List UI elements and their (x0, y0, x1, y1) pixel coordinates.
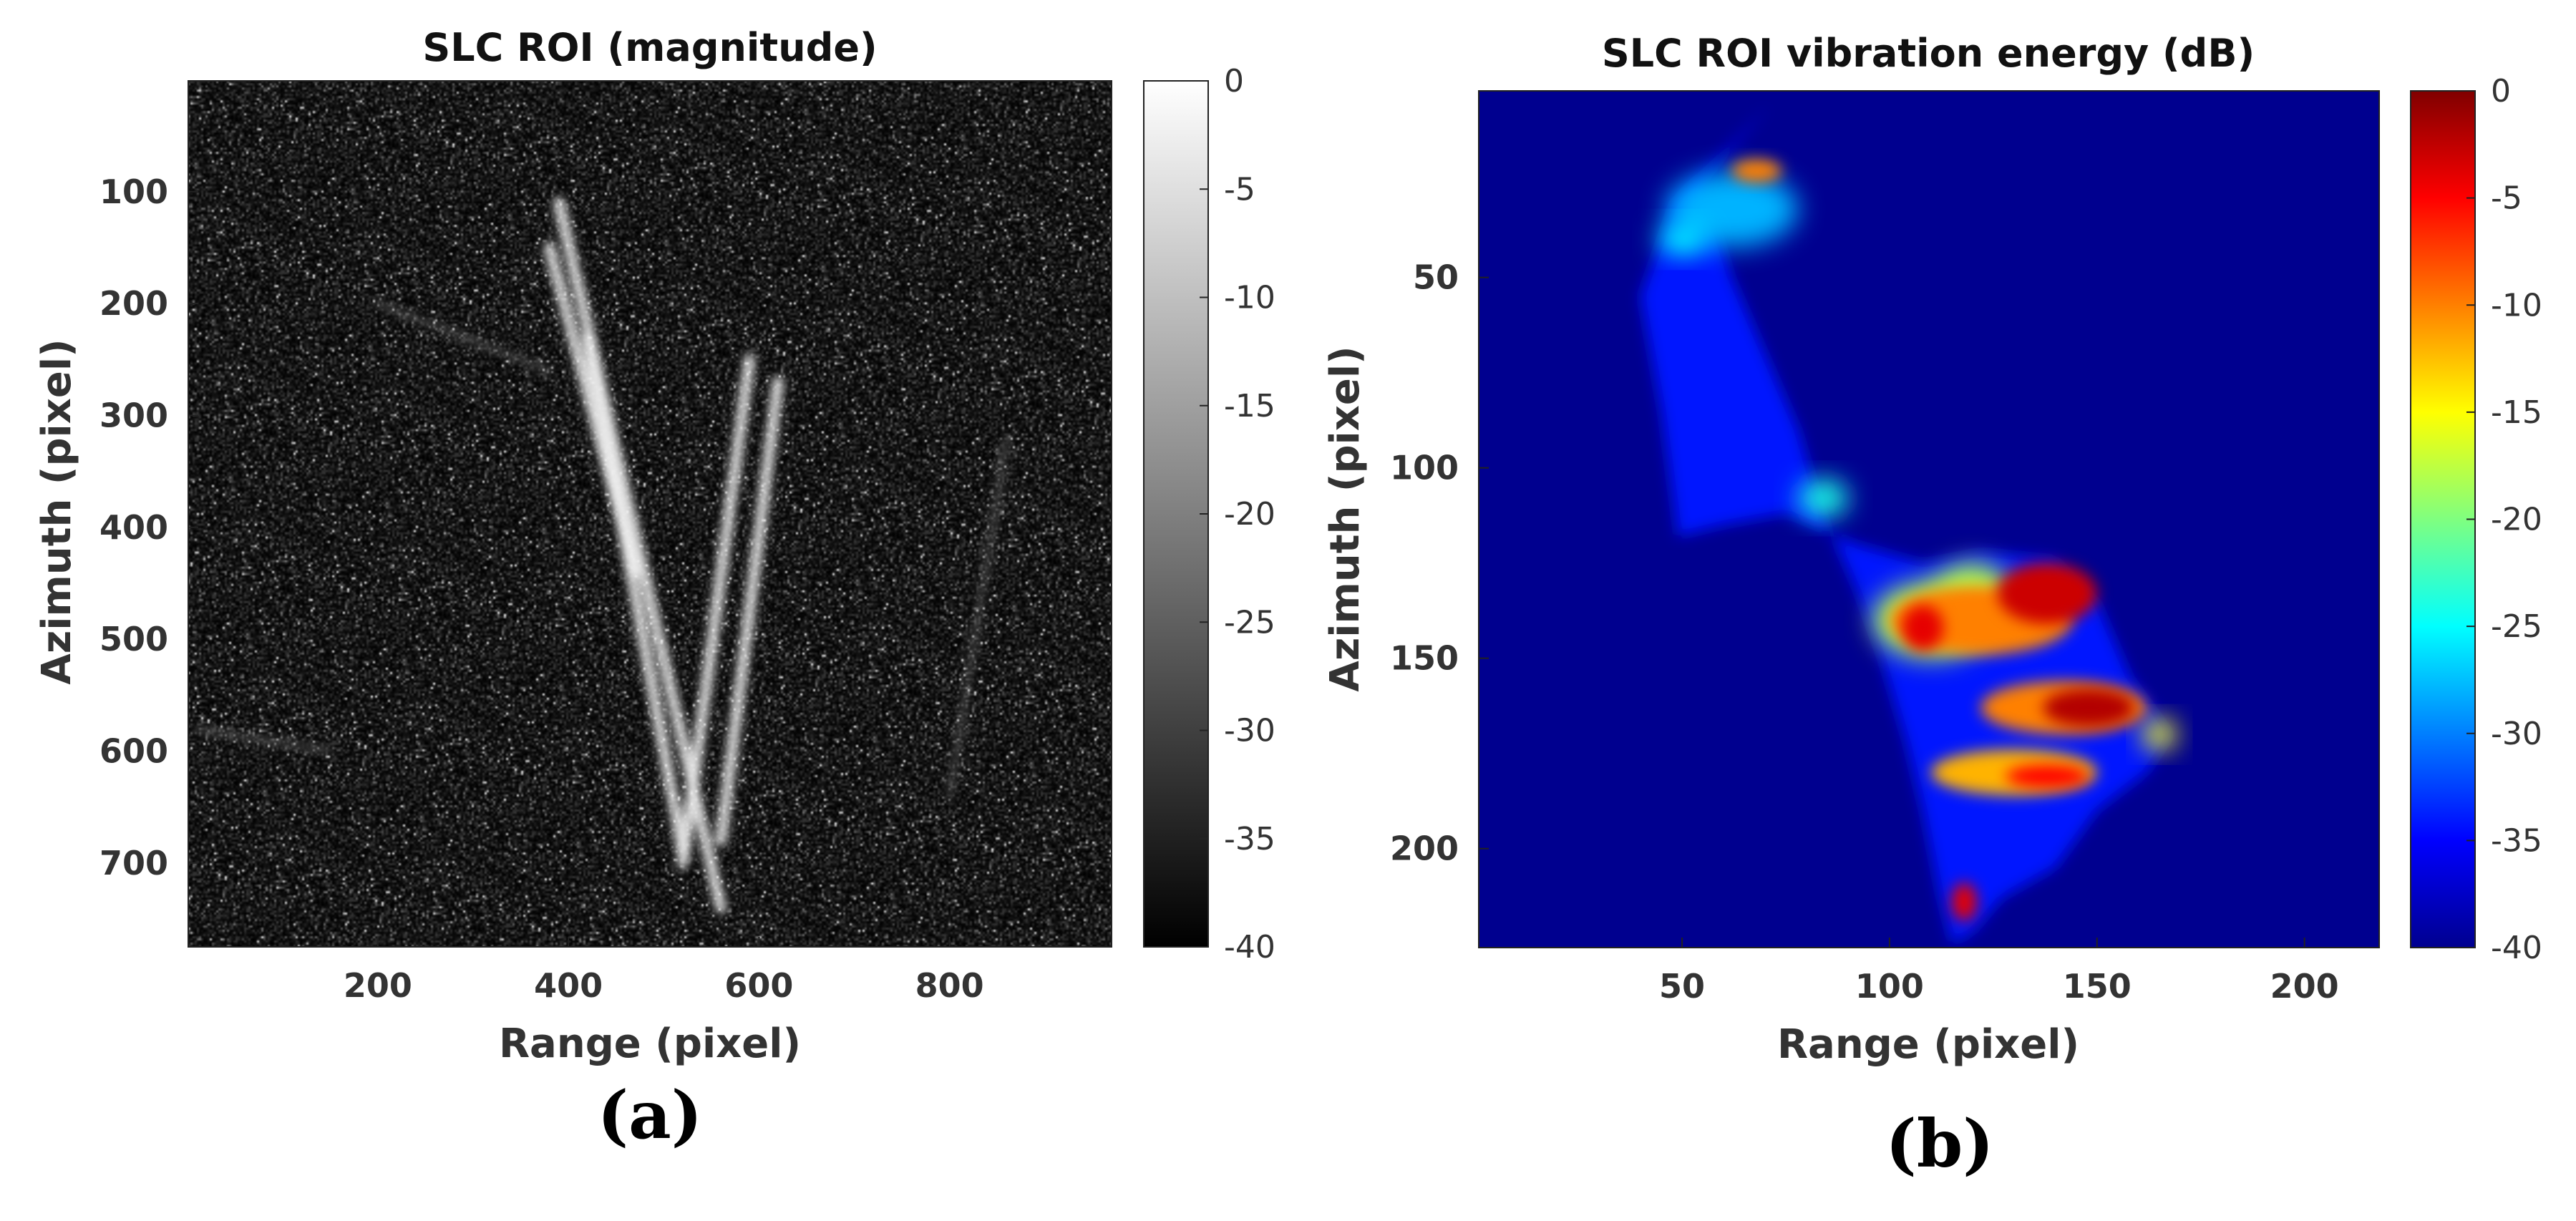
chart-a-x-ticks: 200 400 600 800 (344, 937, 984, 1005)
chart-a-y-tick-label: 200 (99, 284, 168, 323)
chart-a-colorbar-tick-label: -35 (1224, 821, 1275, 857)
chart-b-colorbar-tick-label: -30 (2491, 716, 2542, 752)
chart-b-energy-blobs (1657, 159, 2176, 921)
chart-b-title: SLC ROI vibration energy (dB) (1602, 31, 2255, 76)
chart-b-blob-14 (2043, 689, 2134, 727)
chart-a-colorbar-tick-label: -30 (1224, 713, 1275, 749)
chart-a-x-tick-label: 400 (534, 966, 603, 1005)
chart-a-y-tick-label: 400 (99, 508, 168, 547)
chart-a-feature-7 (194, 726, 333, 754)
chart-a-colorbar-tick-label: -5 (1224, 171, 1255, 208)
chart-a-colorbar-tick-label: 0 (1224, 63, 1244, 99)
chart-b-y-tick-label: 50 (1413, 258, 1459, 297)
chart-b-blob-0 (1665, 170, 1799, 248)
chart-b-y-tick-label: 200 (1390, 830, 1459, 868)
chart-b-y-tick-label: 100 (1390, 449, 1459, 487)
chart-b-blob-7 (1731, 159, 1782, 183)
chart-b-colorbar-tick-label: -40 (2491, 930, 2542, 966)
chart-a-x-label: Range (pixel) (499, 1021, 801, 1067)
chart-b-colorbar-tick-label: -10 (2491, 287, 2542, 324)
chart-b-blob-5 (2142, 719, 2176, 750)
chart-b-y-label: Azimuth (pixel) (1322, 346, 1369, 691)
chart-b-frame (1478, 90, 2380, 948)
chart-a-frame (188, 80, 1112, 948)
chart-a-x-tick-label: 600 (724, 966, 793, 1005)
chart-b-colorbar (2410, 90, 2476, 948)
chart-a-plot-area (188, 81, 1112, 947)
chart-b-active-region (1641, 106, 2172, 944)
chart-b-y-tick-label: 150 (1390, 639, 1459, 678)
chart-b-x-label: Range (pixel) (1777, 1021, 2079, 1068)
chart-a-feature-6 (375, 301, 552, 373)
chart-a-colorbar (1143, 80, 1209, 948)
chart-b-blob-12 (1951, 882, 1977, 921)
chart-b-blob-11 (1902, 605, 1944, 651)
chart-a-y-tick-label: 700 (99, 844, 168, 882)
chart-b-y-ticks: 50 100 150 200 (1390, 258, 1489, 868)
chart-a-title: SLC ROI (magnitude) (422, 25, 877, 70)
chart-b-blob-10 (2006, 764, 2089, 788)
chart-a-features (194, 197, 1009, 914)
chart-b-colorbar-tick-label: -25 (2491, 608, 2542, 645)
chart-a-colorbar-tick-label: -10 (1224, 280, 1275, 316)
chart-a-feature-2 (581, 331, 689, 858)
chart-a-colorbar-ticks: 0 -5 -10 -15 -20 -25 -30 -35 -40 (1200, 63, 1275, 965)
chart-b-blob-2 (1798, 479, 1848, 517)
chart-a-y-label: Azimuth (pixel) (34, 339, 80, 684)
chart-b-x-tick-label: 200 (2270, 967, 2339, 1006)
chart-b-blob-13 (1997, 563, 2097, 624)
chart-a-y-tick-label: 100 (99, 172, 168, 211)
chart-a-colorbar-tick-label: -40 (1224, 929, 1275, 965)
chart-a-y-ticks: 100 200 300 400 500 600 700 (99, 172, 198, 882)
chart-a-x-tick-label: 800 (915, 966, 984, 1005)
chart-a-colorbar-tick-label: -15 (1224, 388, 1275, 424)
chart-a-x-tick-label: 200 (344, 966, 412, 1005)
chart-b-x-tick-label: 100 (1855, 967, 1924, 1006)
chart-a-colorbar-tick-label: -25 (1224, 604, 1275, 641)
chart-b-colorbar-tick-label: -5 (2491, 180, 2522, 217)
chart-a-y-tick-label: 500 (99, 620, 168, 658)
chart-a-speckle-image (188, 81, 1112, 947)
chart-b-x-tick-label: 50 (1659, 967, 1705, 1006)
chart-b-panel-label: (b) (1885, 1105, 1993, 1182)
chart-b-x-tick-label: 150 (2063, 967, 2132, 1006)
chart-b-x-ticks: 50 100 150 200 (1659, 938, 2339, 1006)
chart-a-y-tick-label: 600 (99, 731, 168, 770)
chart-a-feature-5 (947, 435, 1009, 798)
chart-b-colorbar-tick-label: -35 (2491, 822, 2542, 859)
chart-b-plot-area (1479, 91, 2379, 948)
chart-a-y-tick-label: 300 (99, 396, 168, 434)
chart-b-colorbar-tick-label: 0 (2491, 73, 2511, 110)
chart-b-blob-1 (1657, 224, 1707, 255)
chart-a-panel-label: (a) (598, 1076, 703, 1154)
chart-b-colorbar-tick-label: -15 (2491, 394, 2542, 431)
chart-a-colorbar-tick-label: -20 (1224, 496, 1275, 532)
chart-a-feature-3 (676, 354, 756, 869)
chart-b-colorbar-tick-label: -20 (2491, 502, 2542, 538)
chart-a-feature-4 (715, 376, 784, 847)
chart-b-colorbar-ticks: 0 -5 -10 -15 -20 -25 -30 -35 -40 (2466, 73, 2542, 966)
chart-a: SLC ROI (magnitude) 200 400 600 800 100 200 3… (34, 25, 1275, 1154)
chart-b: SLC ROI vibration energy (dB) 50 100 150 20… (1322, 31, 2542, 1182)
